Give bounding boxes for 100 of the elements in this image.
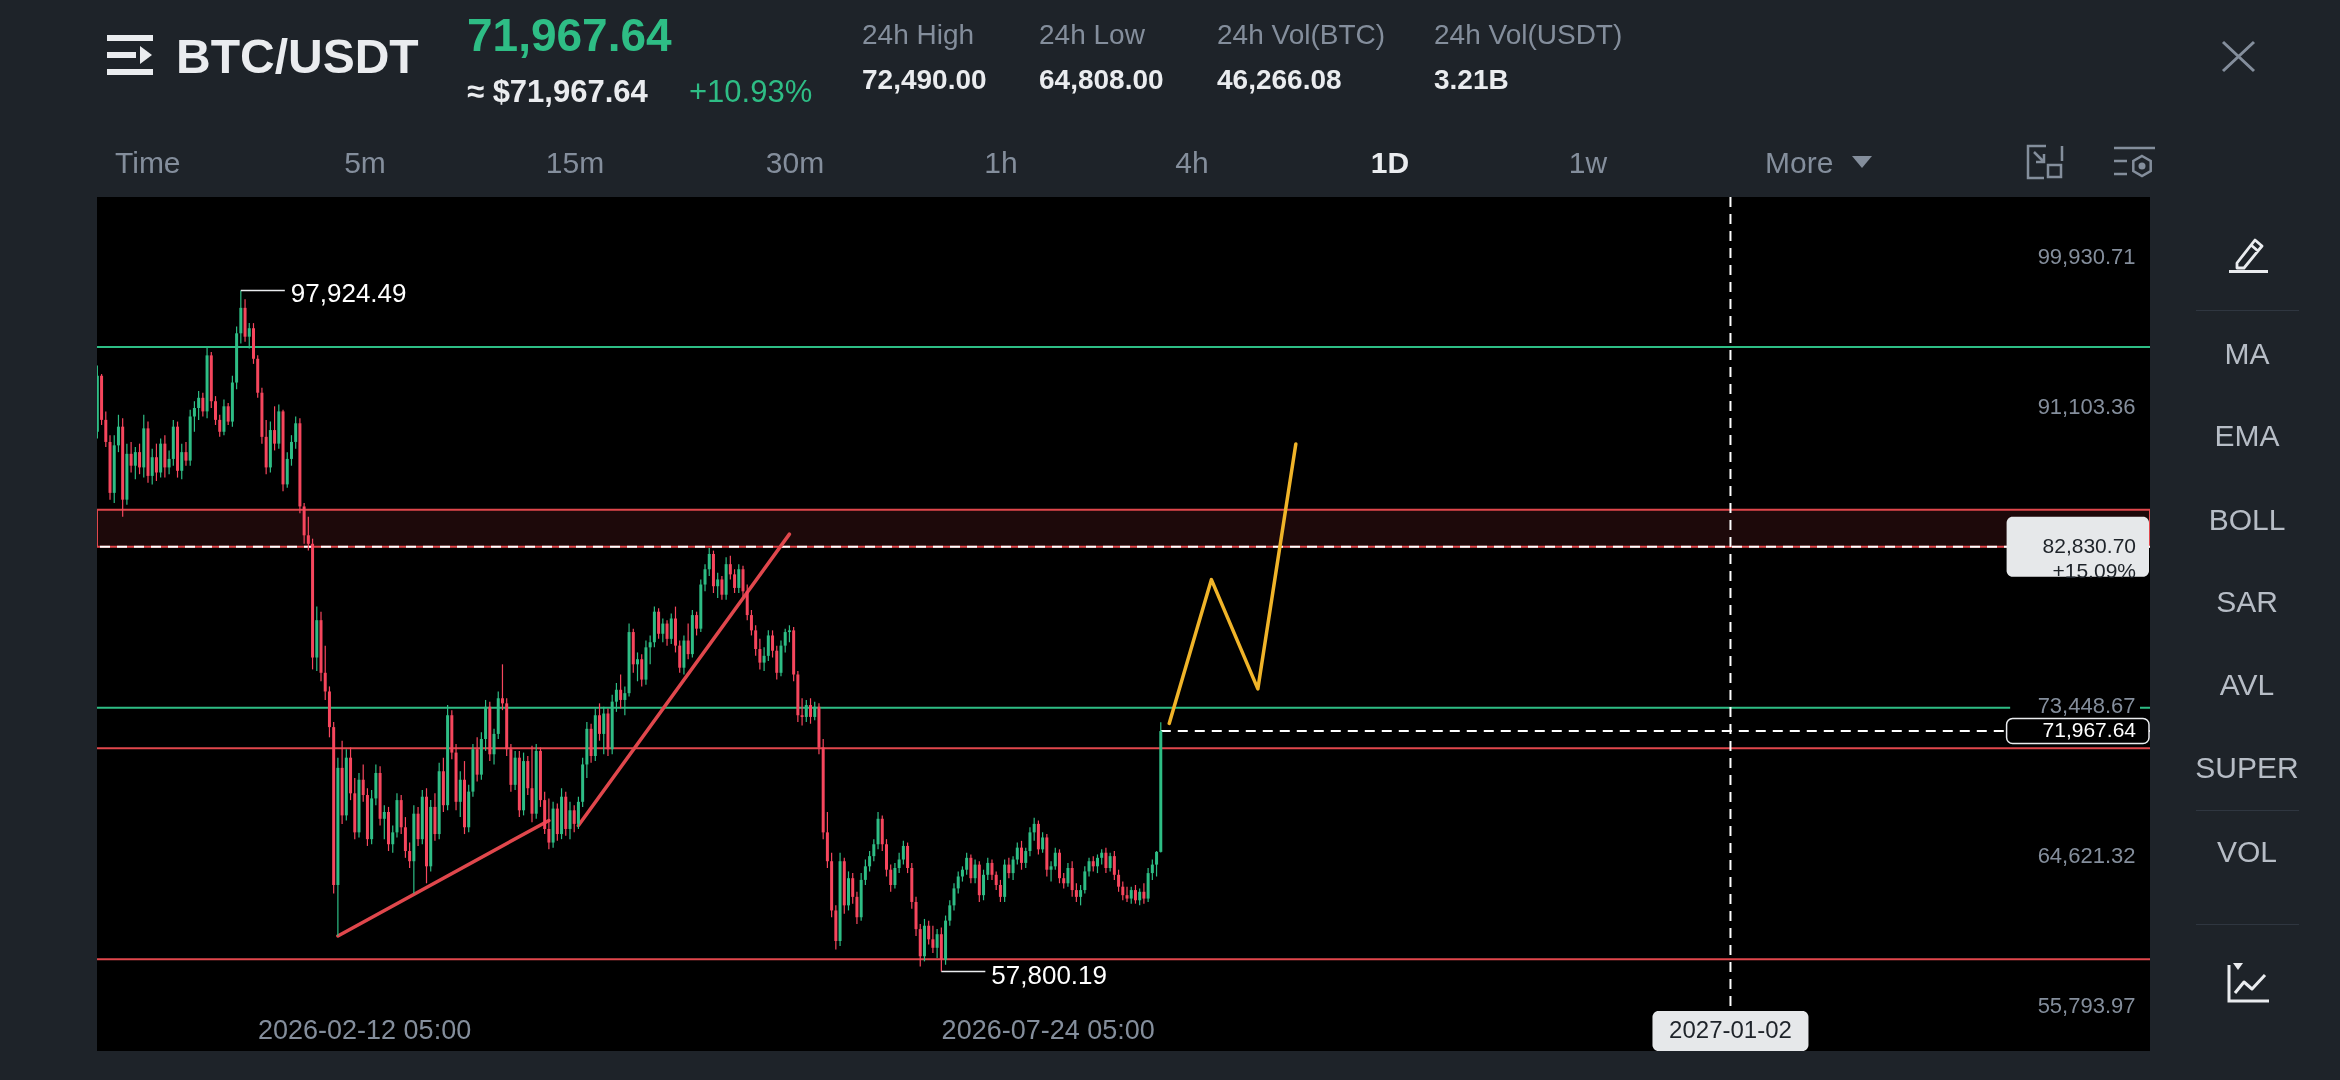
text: SAR bbox=[2216, 585, 2278, 618]
text: 24h Low bbox=[1039, 19, 1145, 50]
candlestick bbox=[1104, 847, 1108, 874]
annotation: 57,800.19 bbox=[991, 959, 1108, 990]
candlestick bbox=[547, 797, 551, 850]
text: SUPER bbox=[2195, 751, 2299, 784]
candlestick bbox=[863, 858, 867, 886]
candlestick bbox=[762, 646, 766, 672]
ref-line-label: 82,830.70 +15.09% bbox=[2042, 533, 2136, 582]
candlestick bbox=[665, 619, 669, 647]
candlestick bbox=[1074, 882, 1078, 903]
candlestick bbox=[598, 702, 602, 742]
y-tick-label: 64,621.32 bbox=[2037, 843, 2136, 869]
candlestick bbox=[965, 852, 969, 876]
text: 1D bbox=[1370, 146, 1410, 179]
candlestick bbox=[758, 638, 762, 671]
candlestick bbox=[1020, 840, 1024, 871]
candlestick bbox=[969, 853, 973, 884]
candlestick bbox=[720, 575, 724, 601]
candlestick bbox=[1070, 860, 1074, 898]
candlestick bbox=[695, 611, 699, 637]
candlestick bbox=[973, 858, 977, 884]
candlestick bbox=[1015, 841, 1019, 866]
candlestick bbox=[994, 870, 998, 891]
text: 5m bbox=[344, 146, 386, 179]
ref-line-label: 2027-01-02 bbox=[1669, 1016, 1792, 1043]
candlestick bbox=[771, 629, 775, 659]
candlestick bbox=[948, 899, 952, 927]
line-series bbox=[1167, 442, 1298, 726]
candlestick bbox=[1032, 817, 1036, 842]
candlestick bbox=[218, 414, 222, 438]
candlestick bbox=[129, 441, 133, 474]
candlestick bbox=[986, 857, 990, 881]
candlestick bbox=[116, 414, 120, 453]
candlestick bbox=[201, 392, 205, 418]
text: VOL bbox=[2216, 835, 2278, 868]
candlestick bbox=[500, 663, 504, 711]
candlestick bbox=[754, 624, 758, 657]
candlestick bbox=[749, 609, 753, 637]
candlestick bbox=[982, 869, 986, 901]
text: More bbox=[1765, 146, 1834, 179]
text: 46,266.08 bbox=[1217, 64, 1342, 95]
candlestick bbox=[619, 673, 623, 710]
candlestick bbox=[1049, 860, 1053, 883]
candlestick bbox=[678, 639, 682, 674]
candlestick bbox=[1112, 850, 1116, 881]
candlestick bbox=[289, 434, 293, 467]
candlestick bbox=[1108, 852, 1112, 873]
candlestick bbox=[745, 583, 749, 621]
candlestick bbox=[425, 787, 429, 884]
candlestick bbox=[707, 547, 711, 577]
text: BOLL bbox=[2208, 503, 2286, 536]
text: 24h Vol(BTC) bbox=[1217, 19, 1386, 50]
candlestick bbox=[214, 395, 218, 426]
text: 1h bbox=[984, 146, 1018, 179]
text: 30m bbox=[765, 146, 825, 179]
candlestick bbox=[306, 516, 310, 552]
chart-title: BTC/USDT bbox=[176, 30, 419, 83]
candlestick bbox=[1058, 848, 1061, 884]
annotation: 97,924.49 bbox=[290, 278, 407, 309]
text: EMA bbox=[2214, 419, 2280, 452]
candlestick bbox=[703, 563, 707, 592]
candlestick bbox=[458, 770, 462, 818]
candlestick bbox=[906, 841, 910, 874]
candlestick bbox=[648, 634, 652, 665]
candlestick bbox=[1121, 880, 1125, 901]
candlestick bbox=[661, 617, 665, 643]
candlestick bbox=[1041, 831, 1045, 854]
candlestick bbox=[783, 628, 787, 654]
candlestick bbox=[669, 612, 673, 645]
candlestick bbox=[150, 448, 154, 485]
candlestick bbox=[391, 824, 395, 854]
candlestick bbox=[673, 606, 677, 654]
candlestick bbox=[927, 920, 931, 945]
candlestick bbox=[1053, 847, 1057, 871]
candlestick bbox=[192, 400, 196, 433]
candlestick bbox=[1066, 862, 1070, 888]
text: +10.93% bbox=[689, 73, 813, 109]
candlestick bbox=[1087, 857, 1091, 878]
candlestick bbox=[901, 840, 905, 866]
y-tick-label: 73,448.67 bbox=[2037, 693, 2136, 719]
x-tick-label: 2026-07-24 05:00 bbox=[941, 1014, 1155, 1045]
text: 1w bbox=[1568, 146, 1608, 179]
candlestick bbox=[847, 870, 850, 912]
candlestick bbox=[197, 390, 201, 421]
candlestick bbox=[956, 870, 960, 895]
candlestick bbox=[382, 804, 386, 840]
text: 3.21B bbox=[1434, 64, 1509, 95]
x-tick-label: 2026-02-12 05:00 bbox=[257, 1014, 472, 1045]
candlestick bbox=[640, 653, 644, 687]
text: Time bbox=[115, 146, 181, 179]
candlestick bbox=[775, 645, 779, 681]
text: ≈ $71,967.64 bbox=[467, 73, 648, 109]
candlestick bbox=[1125, 886, 1129, 903]
candlestick bbox=[884, 838, 888, 878]
candlestick bbox=[492, 728, 496, 766]
candlestick bbox=[273, 405, 277, 452]
candlestick bbox=[855, 891, 859, 925]
candlestick bbox=[1007, 857, 1011, 879]
candlestick bbox=[766, 629, 770, 662]
